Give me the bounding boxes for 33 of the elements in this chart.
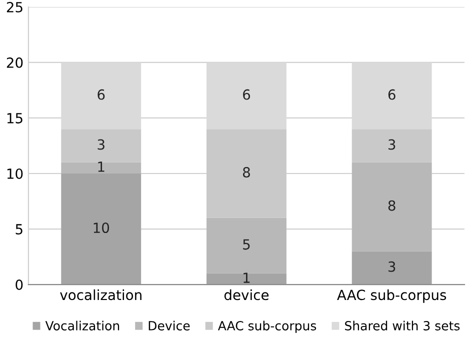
legend-label: Device (148, 320, 190, 330)
data-label: 8 (388, 200, 396, 211)
x-tick-label: AAC sub-corpus (337, 289, 446, 303)
x-tick-label: device (224, 289, 269, 300)
bar (352, 162, 432, 252)
data-label: 6 (243, 89, 250, 100)
x-tick-label: vocalization (60, 289, 142, 300)
bar (61, 129, 142, 162)
bar (206, 273, 286, 285)
bar (352, 129, 432, 162)
data-label: 6 (98, 89, 105, 100)
y-tick-label: 20 (6, 57, 23, 68)
legend-label: AAC sub-corpus (218, 320, 316, 333)
data-label: 1 (244, 272, 250, 283)
y-tick-label: 10 (7, 168, 23, 179)
bar (61, 162, 142, 174)
y-tick-label: 15 (7, 113, 22, 124)
legend-label: Shared with 3 sets (345, 320, 460, 330)
bar (61, 174, 142, 285)
data-label: 3 (388, 261, 396, 272)
data-label: 1 (98, 162, 104, 172)
y-tick-label: 5 (16, 224, 22, 234)
data-label: 3 (98, 139, 104, 150)
data-label: 10 (94, 222, 110, 234)
bar (352, 251, 432, 285)
data-label: 6 (388, 89, 396, 100)
y-tick-label: 25 (6, 2, 22, 12)
data-label: 3 (388, 139, 396, 150)
data-label: 8 (243, 167, 250, 178)
data-label: 5 (243, 239, 250, 250)
legend-label: Vocalization (45, 320, 120, 330)
bar (206, 218, 286, 274)
y-tick-label: 0 (16, 280, 23, 290)
